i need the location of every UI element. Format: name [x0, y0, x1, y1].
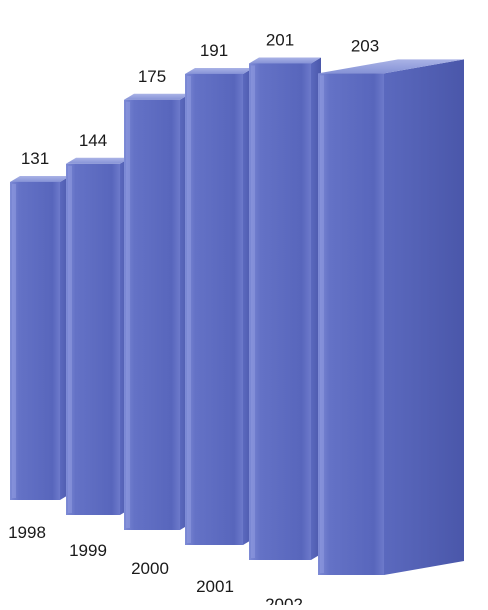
bar-edge-highlight: [126, 101, 130, 528]
bar-edge-highlight: [68, 165, 72, 514]
category-label-1999: 1999: [69, 541, 107, 560]
bar-front-face: [10, 181, 60, 500]
bar-front-face: [318, 73, 384, 575]
bar-1998: [10, 175, 70, 500]
value-label-1999: 144: [79, 131, 107, 150]
category-label-2001: 2001: [196, 577, 234, 596]
bar-edge-highlight: [251, 65, 255, 558]
value-labels-layer: 131 144 175 191 201 203: [21, 30, 379, 168]
bar-top-face: [66, 157, 130, 164]
value-label-2003: 203: [351, 36, 379, 55]
bar-top-face: [318, 59, 464, 74]
bar-edge-highlight: [320, 75, 324, 573]
bar-front-face: [66, 163, 120, 516]
bar-front-face: [185, 73, 243, 545]
bar-front-face: [124, 99, 180, 530]
bar-2001: [185, 67, 253, 545]
bar-top-face: [249, 57, 321, 64]
category-label-1998: 1998: [8, 523, 46, 542]
bar-top-face: [185, 67, 253, 74]
bar-edge-highlight: [12, 183, 16, 498]
category-label-2000: 2000: [131, 559, 169, 578]
bar-front-face: [249, 63, 311, 560]
bar-1999: [66, 157, 130, 516]
bar-top-face: [124, 93, 190, 100]
bar-2003: [318, 59, 464, 576]
bar-2000: [124, 93, 190, 530]
value-label-2001: 191: [200, 41, 228, 60]
bar-side-face: [384, 59, 464, 576]
value-label-2000: 175: [138, 67, 166, 86]
category-label-2002: 2002: [265, 595, 303, 605]
bar-2002: [249, 57, 321, 560]
value-label-1998: 131: [21, 149, 49, 168]
bar-edge-highlight: [187, 75, 191, 543]
value-label-2002: 201: [266, 30, 294, 49]
bar-top-face: [10, 175, 70, 182]
bars-layer: [10, 57, 464, 576]
